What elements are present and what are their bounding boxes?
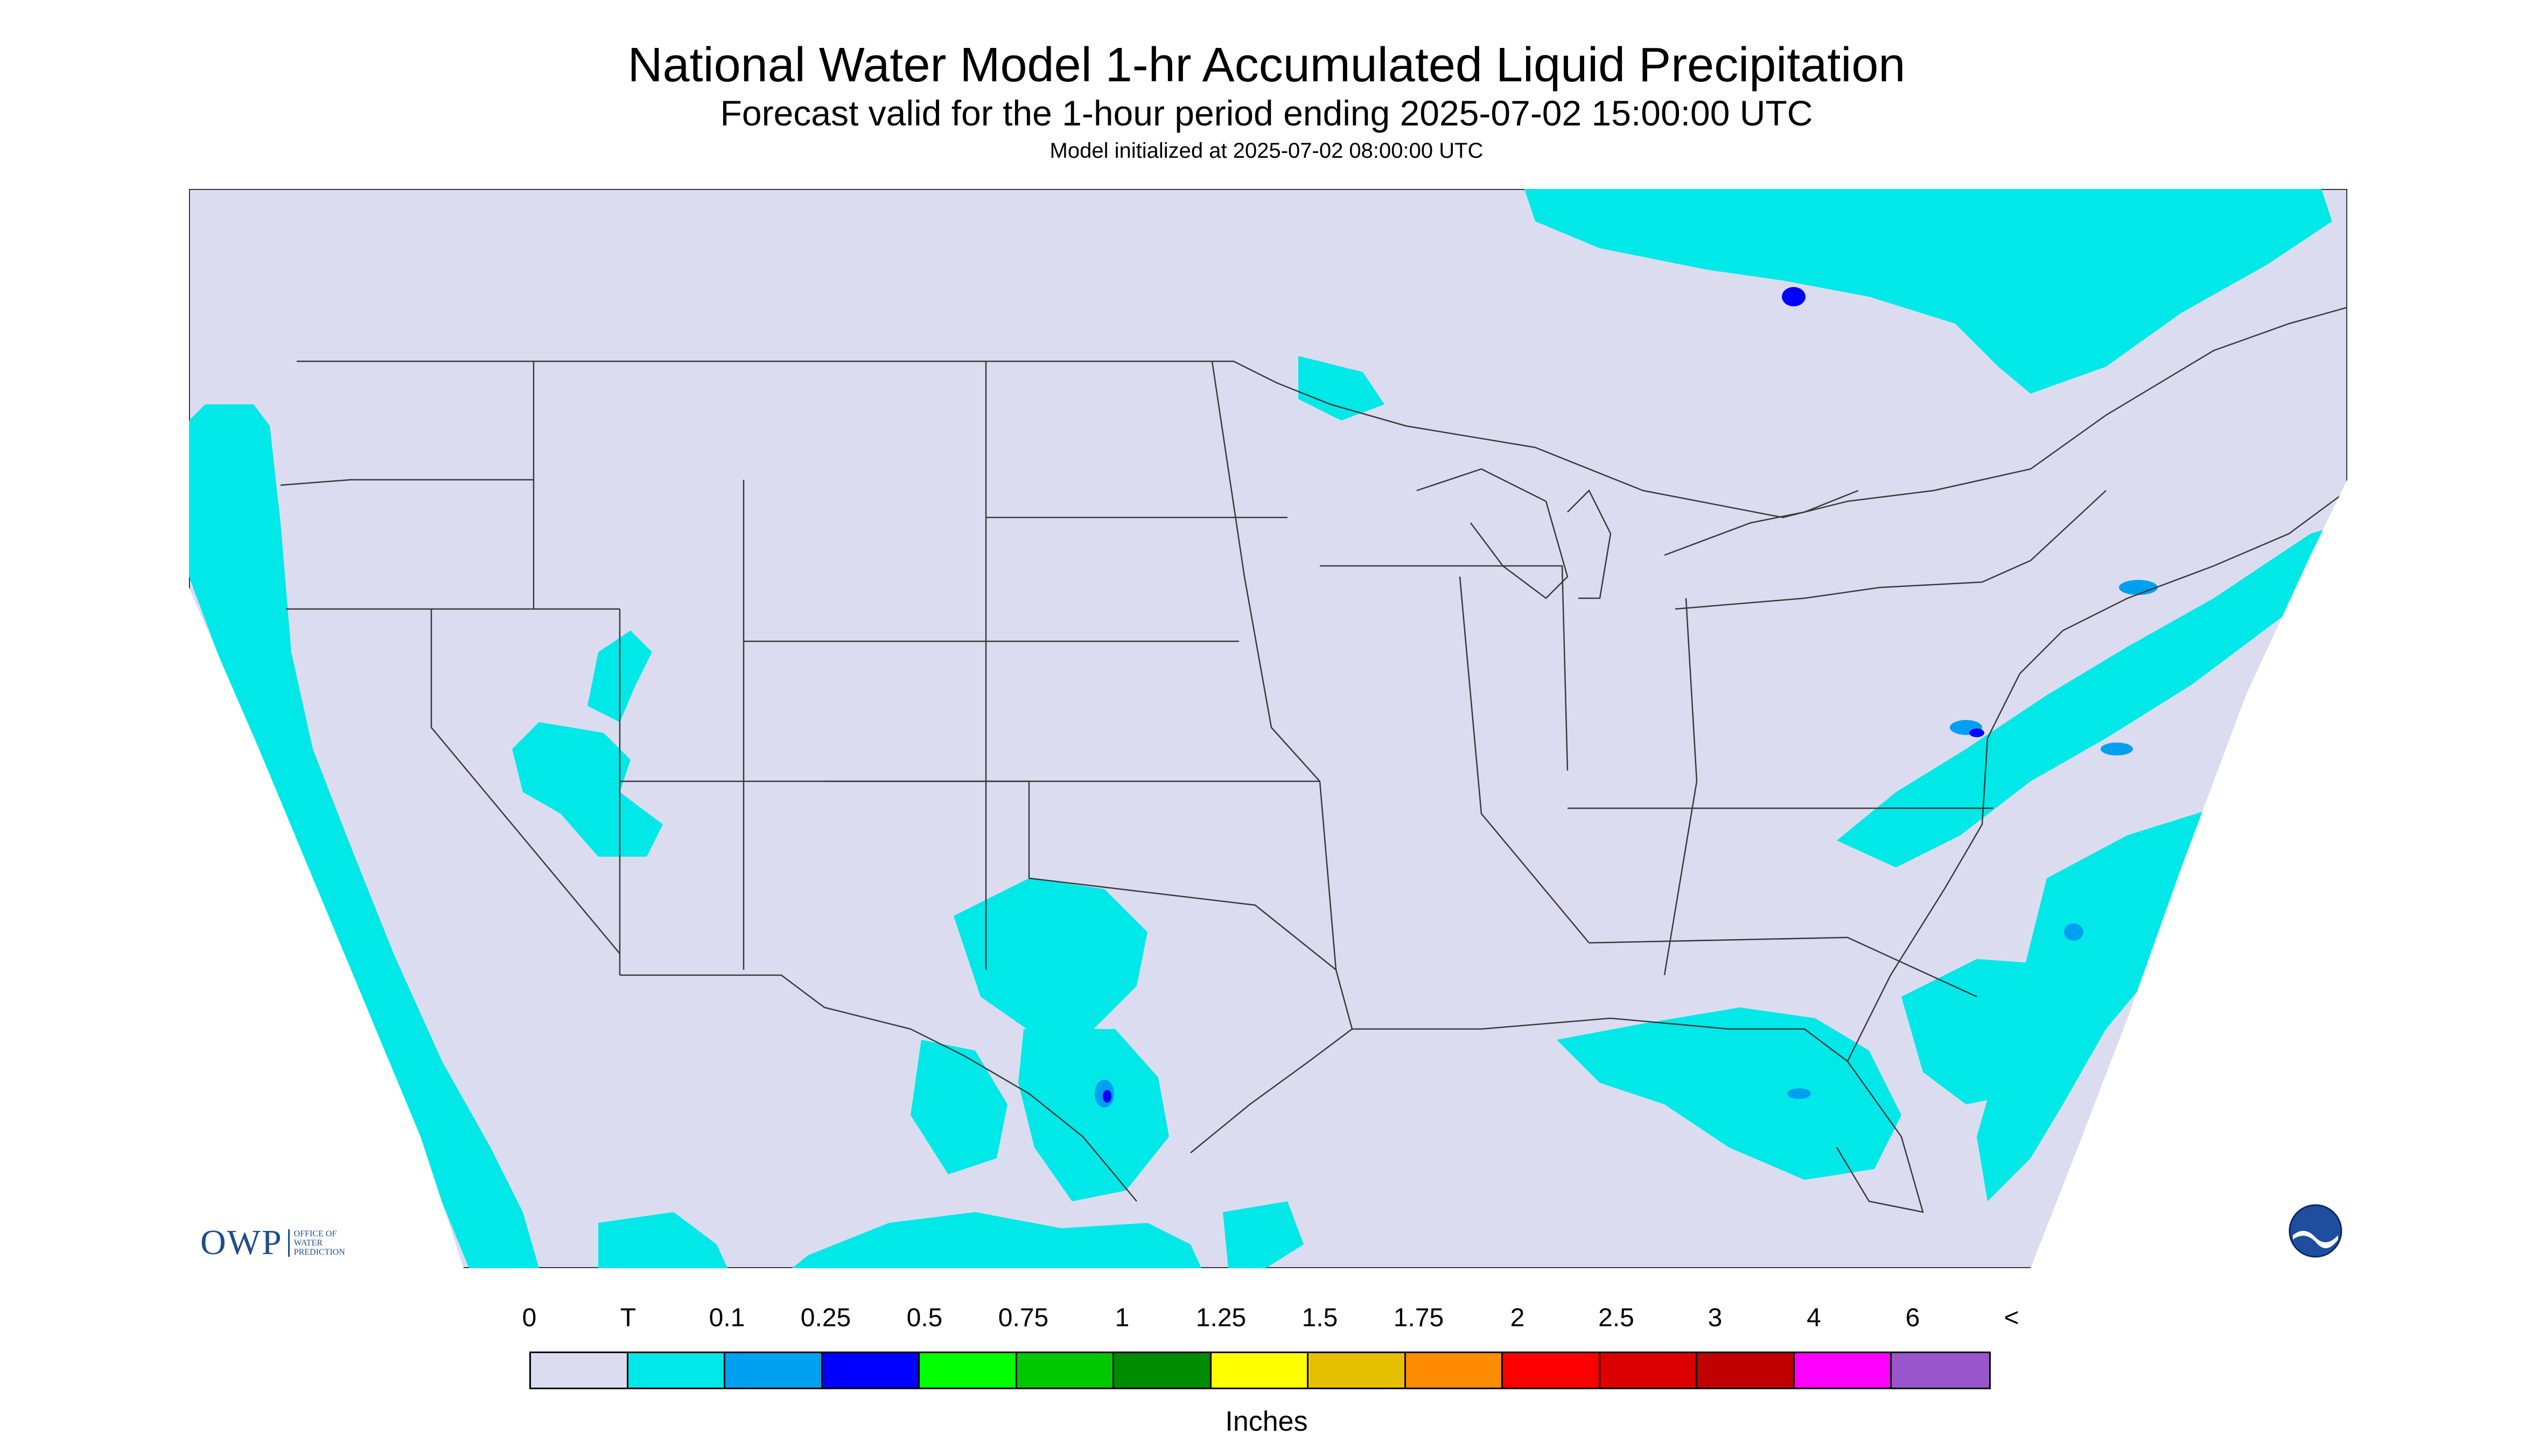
precip-atlantic-south: [1977, 808, 2214, 1201]
precip-cell-light: [1787, 1088, 1811, 1099]
legend-swatch: [1503, 1353, 1600, 1388]
canada-border-east: [1330, 306, 2347, 519]
legend-swatch: [1017, 1353, 1114, 1388]
legend-label: 1.5: [1302, 1304, 1338, 1332]
precip-cell-light: [2064, 923, 2083, 941]
noaa-logo-icon: [2289, 1204, 2342, 1258]
domain-mask-west: [189, 587, 464, 1268]
state-boundaries: [280, 306, 2347, 1213]
legend-label: <: [2004, 1304, 2019, 1332]
legend-label: 2: [1510, 1304, 1525, 1332]
precip-lake-superior: [1298, 356, 1384, 421]
legend-label: 0.75: [998, 1304, 1049, 1332]
lake-michigan: [1567, 489, 1612, 599]
legend-swatch: [822, 1353, 920, 1388]
great-lakes-outline: [1416, 468, 1569, 599]
appalachian-line: [1675, 490, 2107, 610]
legend-swatch: [531, 1353, 628, 1388]
domain-mask: [189, 480, 2347, 1268]
legend-labels: 0 T 0.1 0.25 0.5 0.75 1 1.25 1.5 1.75 2 2.5 3 4 6 <: [0, 1303, 2533, 1341]
precip-nm-texas-border: [911, 1040, 1007, 1174]
legend-swatch: [920, 1353, 1017, 1388]
rio-grande-line: [620, 974, 1137, 1202]
gulf-coast-line: [1352, 1017, 1924, 1213]
precip-mexico-south: [792, 1212, 1201, 1268]
legend-swatch: [1892, 1353, 1989, 1388]
model-init-line: Model initialized at 2025-07-02 08:00:00…: [1049, 139, 1484, 163]
east-coast-line: [1846, 489, 2347, 1062]
precip-rio-grande: [1018, 1029, 1169, 1201]
precip-baja-coast: [598, 1212, 727, 1268]
midwest-line-1: [1320, 565, 1569, 771]
precip-field-moderate: [1103, 287, 1984, 1103]
legend-label: 1.25: [1195, 1304, 1247, 1332]
legend-color-bar: [529, 1352, 1991, 1389]
legend-swatch: [1697, 1353, 1795, 1388]
legend-label: 0.5: [906, 1304, 943, 1332]
midwest-line-3: [1663, 598, 1698, 976]
precip-field-trace: [189, 189, 2347, 1268]
precipitation-map: [189, 189, 2347, 1268]
owp-logo-mark: OWP: [200, 1223, 283, 1262]
wa-or-line: [280, 479, 534, 486]
precip-florida-gulf: [1557, 1007, 1901, 1180]
canada-border-west: [297, 360, 1331, 405]
legend-swatch: [1211, 1353, 1309, 1388]
precip-cell-moderate: [1969, 729, 1984, 737]
precip-texas-blob: [954, 878, 1147, 1034]
domain-mask-east: [2031, 480, 2347, 1268]
legend-swatch: [1794, 1353, 1892, 1388]
forecast-valid-subtitle: Forecast valid for the 1-hour period end…: [720, 93, 1813, 133]
legend-label: 4: [1807, 1304, 1821, 1332]
precip-cell-light: [2119, 580, 2158, 595]
lake-erie-ontario: [1664, 489, 1859, 556]
plains-line-4: [1211, 361, 1337, 970]
precip-se-atlantic: [1901, 959, 2095, 1104]
nevada-line: [430, 609, 620, 954]
legend-units: Inches: [1225, 1406, 1308, 1437]
precip-cell-moderate: [1103, 1090, 1111, 1103]
precip-great-basin: [512, 722, 663, 857]
legend-label: 0.25: [800, 1304, 851, 1332]
texas-line: [824, 780, 1353, 1153]
legend-swatch: [1309, 1353, 1406, 1388]
legend-label: 2.5: [1598, 1304, 1634, 1332]
precip-gulf-mexico-east: [1223, 1201, 1304, 1268]
legend-label: 0: [522, 1304, 537, 1332]
owp-logo-text: OFFICE OF WATER PREDICTION: [288, 1229, 364, 1257]
precip-atlantic-coast: [1837, 523, 2347, 867]
legend-swatch: [628, 1353, 725, 1388]
precip-cell-light: [2101, 743, 2133, 755]
legend-swatch: [1405, 1353, 1503, 1388]
legend-label: 1.75: [1393, 1304, 1444, 1332]
precip-canada-east-band: [1524, 189, 2332, 394]
legend-label: T: [620, 1304, 636, 1332]
legend-label: 6: [1905, 1304, 1920, 1332]
legend-swatch: [1600, 1353, 1697, 1388]
legend-label: 0.1: [709, 1304, 745, 1332]
midwest-line-2: [1459, 576, 1590, 943]
legend-swatch: [725, 1353, 823, 1388]
southeast-line-2: [1589, 936, 1977, 998]
precip-pacific-coast: [189, 404, 539, 1268]
legend-label: 1: [1115, 1304, 1130, 1332]
legend-swatch: [1114, 1353, 1212, 1388]
precip-cell-moderate: [1782, 287, 1806, 306]
chart-title: National Water Model 1-hr Accumulated Li…: [627, 38, 1906, 92]
legend-label: 3: [1708, 1304, 1723, 1332]
owp-logo: OWP OFFICE OF WATER PREDICTION: [200, 1222, 364, 1263]
